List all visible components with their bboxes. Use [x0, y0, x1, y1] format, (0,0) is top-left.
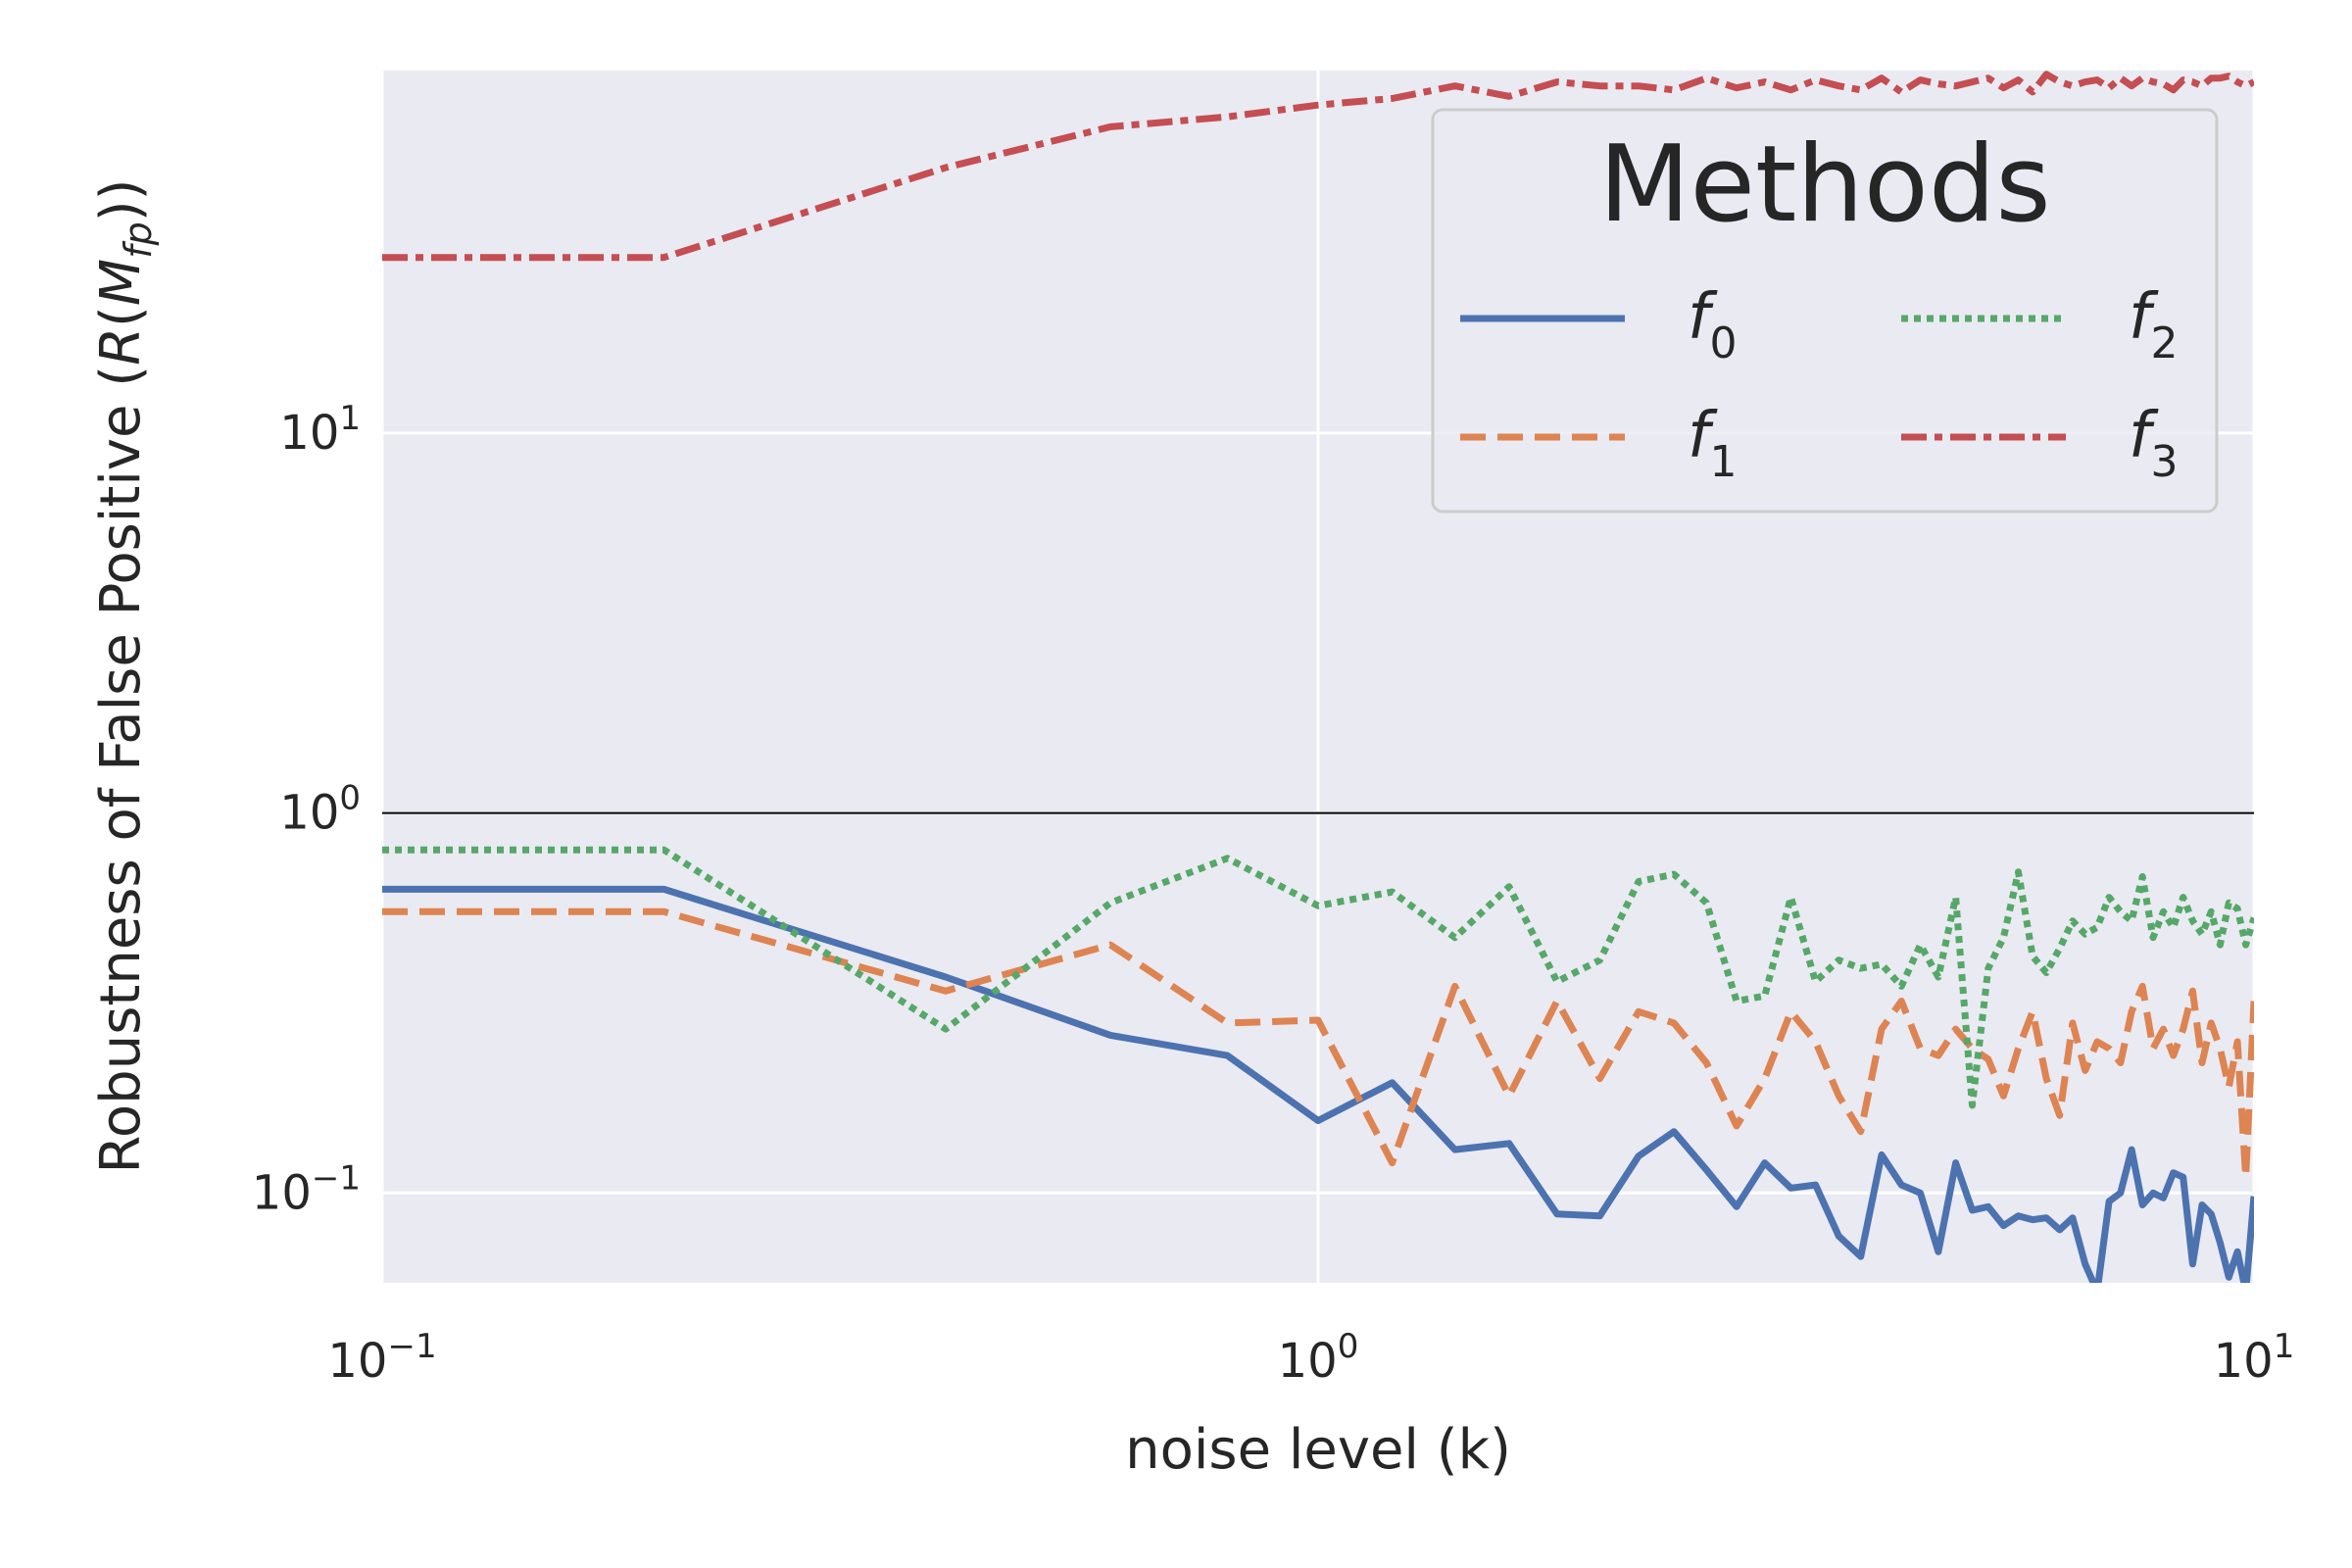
legend-box [1431, 108, 2219, 514]
x-axis-label: noise level (k) [1125, 1418, 1511, 1482]
y-tick-labels: 10−1 100 101 [252, 399, 361, 1220]
x-tick-labels: 10−1 100 101 [327, 1327, 2294, 1389]
y-tick-label-0: 10−1 [252, 1158, 361, 1220]
x-tick-label-2: 101 [2214, 1327, 2295, 1389]
series-line-f2 [382, 846, 2254, 1109]
y-tick-label-2: 101 [279, 399, 361, 461]
series-line-f3 [382, 71, 2254, 262]
series-group [382, 71, 2254, 1283]
x-tick-label-1: 100 [1278, 1327, 1359, 1389]
legend-title: Methods [1598, 123, 2050, 246]
y-tick-label-1: 100 [279, 779, 361, 841]
x-tick-label-0: 10−1 [327, 1327, 436, 1389]
y-axis-label: Robustness of False Positive (R(Mfp)) [89, 179, 160, 1174]
series-line-f0 [382, 885, 2254, 1283]
legend: Methods f0 f1 f2 f3 [1431, 108, 2219, 514]
